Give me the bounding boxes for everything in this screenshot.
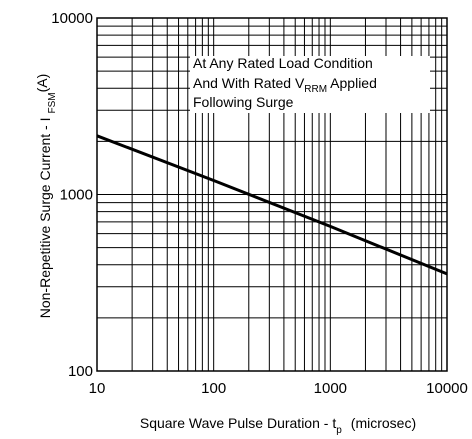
x-tick-labels: 10 100 1000 10000: [89, 380, 468, 397]
y-tick-label: 100: [68, 363, 93, 380]
surge-current-line: [96, 134, 448, 276]
x-tick-label: 1000: [314, 380, 347, 397]
annotation-box: [190, 56, 430, 113]
annotation-line-2: And With Rated VRRM Applied: [193, 75, 377, 95]
x-axis-title: Square Wave Pulse Duration - tp (microsec…: [140, 415, 416, 436]
y-axis-title: Non-Repetitive Surge Current - IFSM(A): [34, 74, 58, 319]
annotation-line-1: At Any Rated Load Condition: [193, 55, 373, 71]
series-group: [96, 134, 448, 276]
y-tick-label: 1000: [60, 187, 93, 204]
plot-frame: [96, 17, 448, 372]
y-tick-label: 10000: [51, 10, 93, 27]
x-tick-label: 10000: [426, 380, 468, 397]
annotation-line-3: Following Surge: [193, 94, 294, 110]
plot-border: [96, 17, 448, 372]
x-tick-label: 10: [89, 380, 106, 397]
y-tick-labels: 100 1000 10000: [51, 10, 93, 380]
x-tick-label: 100: [201, 380, 226, 397]
